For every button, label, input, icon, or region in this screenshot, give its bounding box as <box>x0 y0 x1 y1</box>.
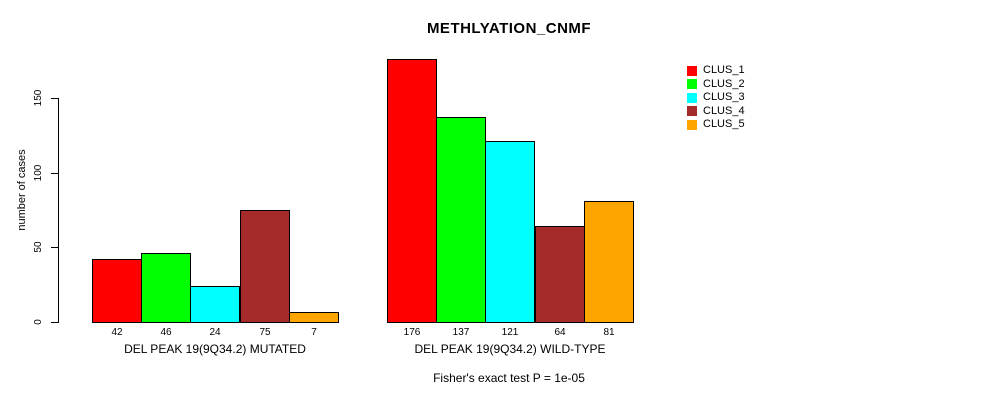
bar-value-label: 81 <box>603 327 615 338</box>
y-axis-tick <box>51 173 58 174</box>
bar-group1-clus_5 <box>289 312 339 323</box>
y-axis-tick-label: 0 <box>33 319 44 325</box>
stat-test-note: Fisher's exact test P = 1e-05 <box>433 371 585 385</box>
bar-group1-clus_4 <box>240 210 290 323</box>
legend-swatch-clus_4 <box>687 106 697 116</box>
legend-label: CLUS_1 <box>703 64 745 76</box>
legend-row: CLUS_3 <box>687 91 745 104</box>
bar-group2-clus_2 <box>436 117 486 323</box>
legend-label: CLUS_3 <box>703 91 745 103</box>
legend-swatch-clus_1 <box>687 65 697 76</box>
y-axis-tick <box>51 98 58 99</box>
bar-value-label: 176 <box>403 327 421 338</box>
legend-row: CLUS_1 <box>687 64 745 77</box>
legend-row: CLUS_4 <box>687 105 745 118</box>
y-axis-tick <box>51 322 58 323</box>
group-label-mutated: DEL PEAK 19(9Q34.2) MUTATED <box>124 342 306 356</box>
bar-group2-clus_5 <box>584 201 634 323</box>
chart-title: METHLYATION_CNMF <box>426 20 592 37</box>
legend-swatch-clus_5 <box>687 119 697 130</box>
legend-row: CLUS_5 <box>687 118 745 131</box>
bar-group2-clus_4 <box>535 226 585 323</box>
group-label-wild-type: DEL PEAK 19(9Q34.2) WILD-TYPE <box>414 342 606 356</box>
legend-label: CLUS_5 <box>703 118 745 130</box>
legend-swatch-clus_3 <box>687 92 697 103</box>
y-axis-tick-label: 150 <box>33 89 44 107</box>
bar-group1-clus_1 <box>92 259 142 323</box>
bar-value-label: 75 <box>259 327 271 338</box>
bar-value-label: 137 <box>452 327 470 338</box>
bar-value-label: 64 <box>554 327 566 338</box>
bar-group1-clus_2 <box>141 253 191 323</box>
bar-value-label: 46 <box>160 327 172 338</box>
bar-group2-clus_3 <box>485 141 535 323</box>
legend-label: CLUS_4 <box>703 104 745 117</box>
y-axis-line <box>58 98 59 323</box>
y-axis-title: number of cases <box>16 149 28 231</box>
y-axis-tick <box>51 247 58 248</box>
y-axis-tick-label: 50 <box>33 241 44 253</box>
bar-value-label: 42 <box>111 327 123 338</box>
bar-value-label: 7 <box>311 327 317 338</box>
bar-value-label: 121 <box>501 327 519 338</box>
legend-row: CLUS_2 <box>687 78 745 91</box>
legend-label: CLUS_2 <box>703 77 745 90</box>
y-axis-tick-label: 100 <box>33 164 44 182</box>
bar-value-label: 24 <box>209 327 221 338</box>
bar-group2-clus_1 <box>387 59 437 323</box>
bar-group1-clus_3 <box>190 286 240 323</box>
legend-swatch-clus_2 <box>687 79 697 89</box>
